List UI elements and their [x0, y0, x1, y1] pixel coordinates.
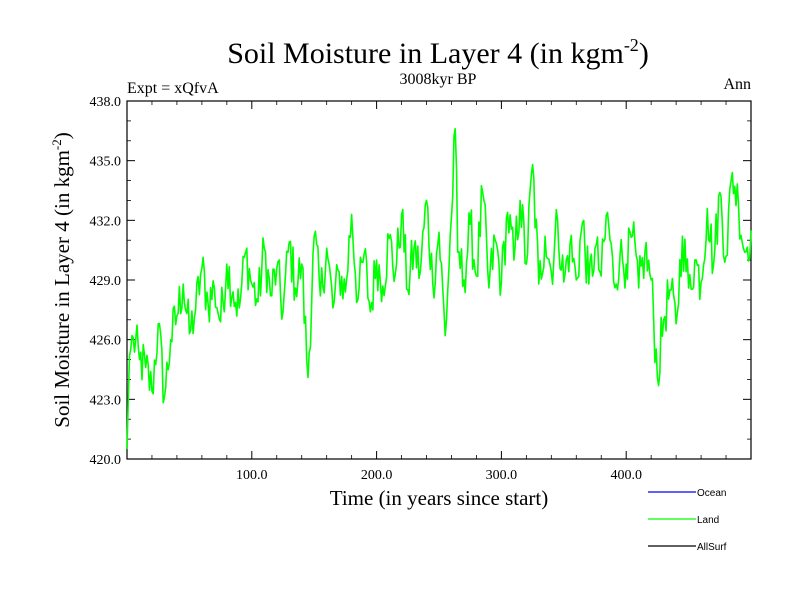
plot-frame: [126, 100, 752, 460]
legend-label-allsurf: AllSurf: [697, 542, 727, 553]
y-tick-label: 429.0: [90, 274, 122, 289]
y-tick-label: 432.0: [90, 214, 122, 229]
x-axis-title: Time (in years since start): [330, 486, 549, 510]
legend-label-ocean: Ocean: [697, 488, 726, 499]
x-tick-label: 300.0: [486, 468, 518, 483]
y-tick-label: 420.0: [90, 453, 122, 468]
series-line-land: [126, 128, 752, 450]
x-tick-label: 200.0: [361, 468, 393, 483]
y-tick-label: 438.0: [90, 95, 122, 110]
y-axis: 420.0 423.0 426.0 429.0 432.0 435.0 438.0: [90, 95, 751, 468]
chart-title: Soil Moisture in Layer 4 (in kgm-2): [227, 35, 649, 70]
y-tick-label: 435.0: [90, 155, 122, 170]
legend-label-land: Land: [697, 515, 719, 526]
chart-subtitle: 3008kyr BP: [400, 71, 477, 88]
legend: Ocean Land AllSurf: [648, 488, 727, 553]
y-axis-title: Soil Moisture in Layer 4 (in kgm-2): [49, 132, 74, 427]
y-tick-label: 423.0: [90, 393, 122, 408]
plot-area: [126, 128, 752, 450]
x-axis: 100.0 200.0 300.0 400.0: [151, 101, 727, 483]
x-tick-label: 400.0: [610, 468, 642, 483]
x-tick-label: 100.0: [236, 468, 268, 483]
season-label: Ann: [723, 76, 751, 93]
y-tick-label: 426.0: [90, 334, 122, 349]
experiment-label: Expt = xQfvA: [127, 80, 219, 97]
